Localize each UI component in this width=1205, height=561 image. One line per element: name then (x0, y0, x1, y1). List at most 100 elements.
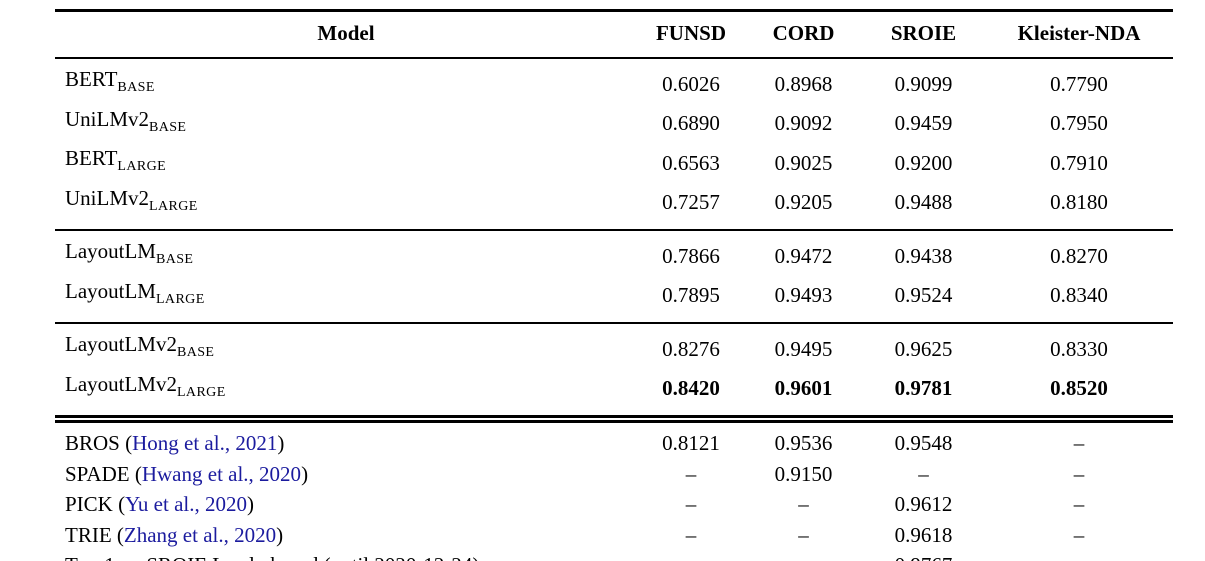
table-row: BROS (Hong et al., 2021) 0.8121 0.9536 0.95… (55, 415, 1173, 459)
metric-value-cell: 0.9488 (894, 190, 953, 214)
model-name-cell: UniLMv2LARGE (55, 183, 637, 231)
model-name-text: LayoutLMv2 (65, 332, 177, 356)
metric-value-cell: 0.9612 (894, 492, 953, 516)
column-header-funsd: FUNSD (637, 10, 745, 59)
model-size-subscript: BASE (117, 80, 155, 95)
metric-value-cell: 0.6026 (637, 57, 745, 104)
metric-value-cell: 0.9767 (862, 550, 985, 561)
metric-value-cell: 0.8270 (985, 229, 1173, 276)
model-name-cell: LayoutLMLARGE (55, 276, 637, 324)
metric-value-cell: 0.9781 (894, 376, 953, 400)
results-table: Model FUNSD CORD SROIE Kleister-NDA BERT… (55, 9, 1173, 561)
model-name-cell: BERTLARGE (55, 143, 637, 183)
citation-link[interactable]: Yu et al., 2020 (125, 492, 247, 516)
metric-value-cell: 0.7895 (662, 283, 720, 307)
model-name-cell: Top-1 on SROIE Leaderboard (until 2020-1… (55, 550, 637, 561)
citation-link[interactable]: Hong et al., 2021 (132, 431, 278, 455)
model-name-text: ) (276, 522, 284, 547)
metric-value-cell: 0.7950 (1050, 111, 1108, 135)
model-name-cell: UniLMv2BASE (55, 104, 637, 144)
metric-value-cell: 0.9205 (774, 190, 833, 214)
table-row: LayoutLMv2BASE 0.8276 0.9495 0.9625 0.8330 (55, 322, 1173, 369)
metric-value-cell: – (637, 550, 745, 561)
model-name-text: UniLMv2 (65, 185, 149, 210)
metric-value-cell: 0.9618 (894, 522, 953, 547)
model-name-text: ) (247, 492, 254, 516)
metric-value-cell: – (685, 522, 697, 547)
column-header-cord: CORD (745, 10, 862, 59)
metric-value-cell: – (1073, 492, 1085, 516)
model-size-subscript: BASE (176, 345, 215, 360)
metric-value-cell: 0.8276 (637, 322, 745, 369)
metric-value-cell: – (798, 522, 809, 547)
metric-value-cell: 0.9200 (894, 150, 953, 175)
model-group-3: LayoutLMv2BASE 0.8276 0.9495 0.9625 0.8330 La… (55, 322, 1173, 420)
model-size-subscript: BASE (149, 119, 187, 135)
metric-value-cell: 0.8520 (1050, 376, 1108, 400)
model-name-text: ) (301, 461, 309, 486)
model-name-text: UniLMv2 (65, 106, 149, 131)
model-size-subscript: LARGE (149, 198, 198, 214)
metric-value-cell: 0.6563 (662, 150, 720, 175)
model-name-cell: LayoutLMv2BASE (55, 322, 637, 369)
table-row: UniLMv2BASE 0.6890 0.9092 0.9459 0.7950 (55, 104, 1173, 144)
metric-value-cell: 0.9025 (774, 150, 833, 175)
model-size-subscript: LARGE (155, 291, 205, 307)
citation-link[interactable]: Zhang et al., 2020 (123, 522, 277, 547)
table-row: SPADE (Hwang et al., 2020) – 0.9150 – – (55, 459, 1173, 490)
citation-link[interactable]: Hwang et al., 2020 (141, 461, 302, 486)
model-name-text: TRIE ( (65, 522, 124, 547)
model-name-cell: PICK (Yu et al., 2020) (55, 489, 637, 520)
model-name-text: BROS ( (65, 431, 133, 455)
column-header-model: Model (55, 10, 637, 59)
metric-value-cell: – (985, 415, 1173, 459)
metric-value-cell: 0.9536 (745, 415, 862, 459)
model-group-2: LayoutLMBASE 0.7866 0.9472 0.9438 0.8270 Layo… (55, 229, 1173, 324)
table-row: LayoutLMBASE 0.7866 0.9472 0.9438 0.8270 (55, 229, 1173, 276)
model-name-cell: LayoutLMBASE (55, 229, 637, 276)
table-row: Top-1 on SROIE Leaderboard (until 2020-1… (55, 550, 1173, 561)
table-row: LayoutLMLARGE 0.7895 0.9493 0.9524 0.8340 (55, 276, 1173, 324)
model-name-cell: TRIE (Zhang et al., 2020) (55, 520, 637, 551)
metric-value-cell: 0.9099 (862, 57, 985, 104)
model-group-1: BERTBASE 0.6026 0.8968 0.9099 0.7790 UniLMv2B… (55, 57, 1173, 231)
metric-value-cell: 0.7790 (985, 57, 1173, 104)
metric-value-cell: 0.8340 (1050, 283, 1108, 307)
table-row: UniLMv2LARGE 0.7257 0.9205 0.9488 0.8180 (55, 183, 1173, 231)
table-row: BERTLARGE 0.6563 0.9025 0.9200 0.7910 (55, 143, 1173, 183)
metric-value-cell: 0.9625 (862, 322, 985, 369)
metric-value-cell: 0.6890 (662, 111, 720, 135)
model-name-text: SPADE ( (65, 461, 142, 486)
metric-value-cell: 0.9493 (774, 283, 833, 307)
model-size-subscript: LARGE (176, 384, 226, 400)
model-name-text: ) (277, 431, 285, 455)
metric-value-cell: 0.9524 (894, 283, 953, 307)
model-name-text: Top-1 on SROIE Leaderboard (until 2020-1… (65, 553, 479, 561)
model-group-4: BROS (Hong et al., 2021) 0.8121 0.9536 0.95… (55, 415, 1173, 561)
model-size-subscript: LARGE (117, 159, 167, 174)
metric-value-cell: 0.8420 (662, 376, 720, 400)
column-header-kleister-nda: Kleister-NDA (985, 10, 1173, 59)
metric-value-cell: 0.8121 (637, 415, 745, 459)
model-size-subscript: BASE (155, 252, 194, 267)
metric-value-cell: – (745, 550, 862, 561)
metric-value-cell: 0.8180 (1050, 190, 1108, 214)
metric-value-cell: – (685, 492, 697, 516)
metric-value-cell: 0.9495 (745, 322, 862, 369)
table-row: LayoutLMv2LARGE 0.8420 0.9601 0.9781 0.8520 (55, 369, 1173, 420)
metric-value-cell: 0.7257 (662, 190, 720, 214)
metric-value-cell: 0.9459 (894, 111, 953, 135)
model-name-cell: SPADE (Hwang et al., 2020) (55, 459, 637, 490)
metric-value-cell: 0.8330 (985, 322, 1173, 369)
metric-value-cell: 0.9150 (774, 461, 833, 486)
model-name-text: BERT (65, 146, 118, 170)
metric-value-cell: 0.9472 (745, 229, 862, 276)
model-name-text: LayoutLM (65, 278, 156, 303)
model-name-text: LayoutLM (65, 239, 156, 263)
model-name-text: LayoutLMv2 (65, 371, 177, 396)
model-name-cell: LayoutLMv2LARGE (55, 369, 637, 420)
model-name-cell: BROS (Hong et al., 2021) (55, 415, 637, 459)
metric-value-cell: 0.9092 (774, 111, 833, 135)
table-row: BERTBASE 0.6026 0.8968 0.9099 0.7790 (55, 57, 1173, 104)
